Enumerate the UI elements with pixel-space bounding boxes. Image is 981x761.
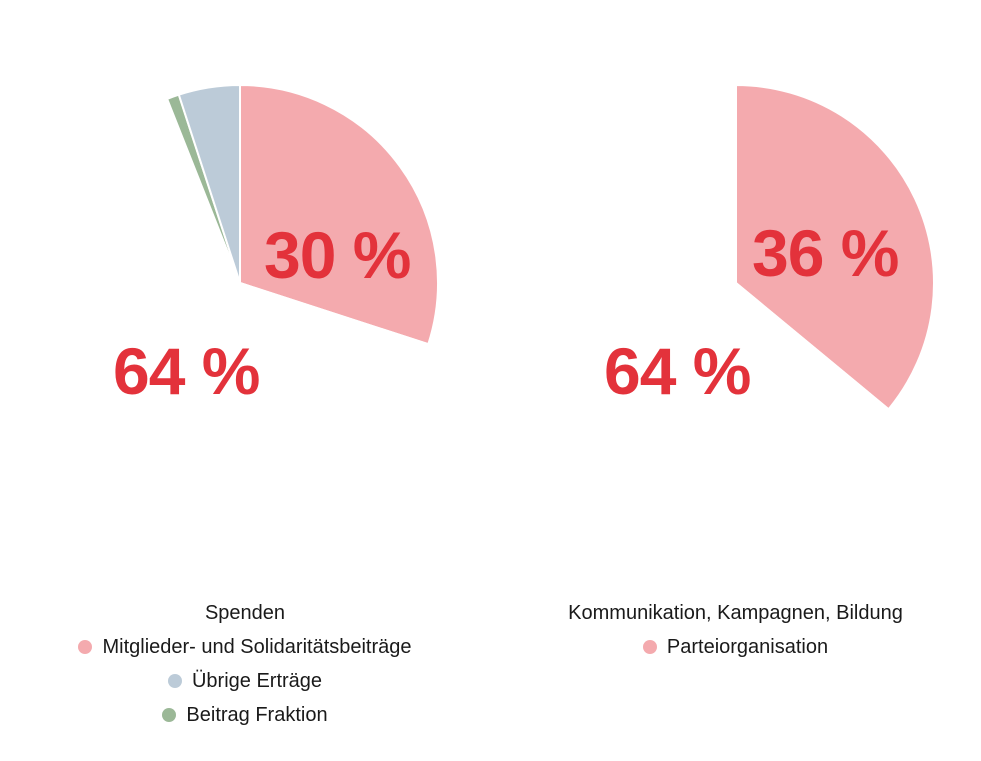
pie-slice-übrige-erträge	[177, 83, 241, 284]
legend-swatch	[642, 640, 657, 654]
slice-percent-label: 64 %	[604, 334, 750, 408]
legend-item: Parteiorganisation	[490, 630, 981, 664]
legend-label: Kommunikation, Kampagnen, Bildung	[568, 602, 903, 624]
legend-item: Übrige Erträge	[0, 664, 490, 698]
legend-item: Spenden	[0, 596, 490, 630]
slice-percent-label: 36 %	[752, 216, 898, 290]
pie-slice-spenden	[41, 97, 430, 482]
legend-label: Beitrag Fraktion	[186, 704, 328, 726]
legend-label: Übrige Erträge	[191, 670, 323, 692]
legend-swatch	[167, 674, 182, 688]
legend-item: Beitrag Fraktion	[0, 698, 490, 732]
slice-percent-label: 30 %	[264, 218, 410, 292]
legend-income: Spenden Mitglieder- und Solidaritätsbeitr…	[0, 596, 490, 732]
legend-label: Mitglieder- und Solidaritätsbeiträge	[102, 636, 412, 658]
pie-chart-expenses: 64 %36 %	[537, 83, 935, 482]
pie-slice-kommunikation-kampagnen-bildung	[537, 83, 890, 482]
legend-label: Spenden	[204, 602, 286, 624]
pie-slice-mitglieder-und-solidaritätsbeiträge	[239, 83, 439, 346]
legend-expenses: Kommunikation, Kampagnen, Bildung Parteio…	[490, 596, 981, 664]
pie-slice-parteiorganisation	[735, 83, 935, 411]
slice-percent-label: 64 %	[113, 334, 259, 408]
legend-item: Mitglieder- und Solidaritätsbeiträge	[0, 630, 490, 664]
pie-chart-income: 64 %30 %	[41, 83, 439, 482]
legend-item: Kommunikation, Kampagnen, Bildung	[490, 596, 981, 630]
legend-swatch	[162, 708, 177, 722]
legend-label: Parteiorganisation	[666, 636, 829, 658]
legend-swatch	[78, 640, 93, 654]
